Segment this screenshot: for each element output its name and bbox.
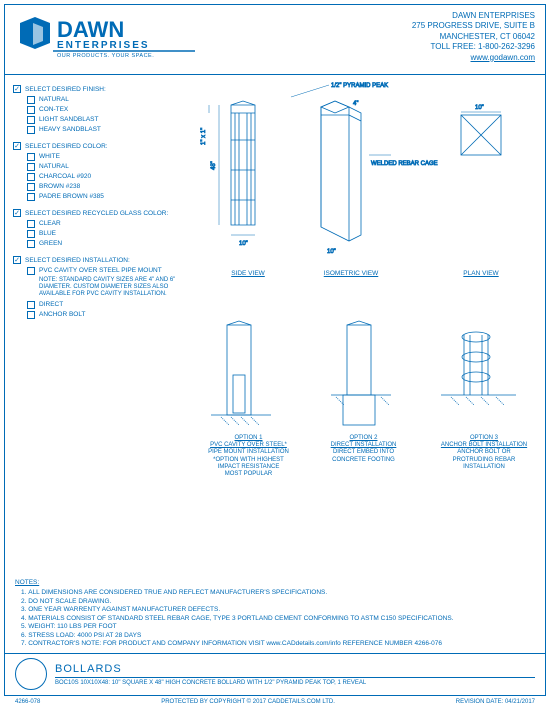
svg-text:10": 10" (327, 249, 336, 255)
notes-section: NOTES: ALL DIMENSIONS ARE CONSIDERED TRU… (5, 575, 545, 653)
checkbox-icon[interactable] (27, 173, 35, 181)
toll-free: TOLL FREE: 1-800-262-3296 (265, 42, 535, 52)
iso-view-label: ISOMETRIC VIEW (311, 270, 391, 277)
note-item: MATERIALS CONSIST OF STANDARD STEEL REBA… (21, 615, 535, 623)
checkbox-icon[interactable] (27, 96, 35, 104)
plan-view-label: PLAN VIEW (451, 270, 511, 277)
checkbox-icon[interactable] (27, 311, 35, 319)
option-label: BLUE (39, 230, 56, 237)
option-label: DIRECT (39, 301, 63, 308)
checkbox-icon[interactable] (27, 126, 35, 134)
logo-tag: OUR PRODUCTS. YOUR SPACE. (57, 53, 154, 59)
note-item: STRESS LOAD: 4000 PSI AT 28 DAYS (21, 632, 535, 640)
svg-text:10": 10" (239, 241, 248, 247)
note-item: DO NOT SCALE DRAWING. (21, 598, 535, 606)
finish-section: ✓SELECT DESIRED FINISH: NATURAL CON-TEX … (13, 85, 183, 134)
notes-title: NOTES: (15, 579, 535, 587)
svg-text:WELDED REBAR CAGE: WELDED REBAR CAGE (371, 161, 438, 167)
opt1-block: OPTION 1 PVC CAVITY OVER STEEL* PIPE MOU… (201, 435, 296, 478)
logo-main: DAWN (57, 17, 124, 42)
website-link[interactable]: www.godawn.com (471, 53, 535, 62)
checkbox-icon[interactable] (27, 163, 35, 171)
checkbox-icon[interactable]: ✓ (13, 85, 21, 93)
svg-text:10": 10" (475, 105, 484, 111)
option-label: CON-TEX (39, 106, 68, 113)
notes-list: ALL DIMENSIONS ARE CONSIDERED TRUE AND R… (15, 589, 535, 648)
logo-sub: ENTERPRISES (57, 40, 150, 51)
title-circle-icon (15, 658, 47, 690)
checkbox-icon[interactable] (27, 193, 35, 201)
checkbox-icon[interactable]: ✓ (13, 209, 21, 217)
section-title: SELECT DESIRED RECYCLED GLASS COLOR: (25, 210, 168, 217)
option-label: CHARCOAL #920 (39, 173, 91, 180)
option-label: PVC CAVITY OVER STEEL PIPE MOUNT (39, 267, 162, 274)
svg-text:48": 48" (211, 161, 217, 170)
option-note: NOTE: STANDARD CAVITY SIZES ARE 4" AND 6… (39, 277, 183, 299)
checkbox-icon[interactable] (27, 220, 35, 228)
glass-section: ✓ SELECT DESIRED RECYCLED GLASS COLOR: CL… (13, 209, 183, 248)
checkbox-icon[interactable] (27, 153, 35, 161)
svg-text:1" x 1": 1" x 1" (201, 128, 207, 145)
section-title: SELECT DESIRED INSTALLATION: (25, 257, 130, 264)
opt3-block: OPTION 3 ANCHOR BOLT INSTALLATION ANCHOR… (429, 435, 539, 471)
address-1: 275 PROGRESS DRIVE, SUITE B (265, 21, 535, 31)
section-title: SELECT DESIRED FINISH: (25, 86, 106, 93)
note-item: ALL DIMENSIONS ARE CONSIDERED TRUE AND R… (21, 589, 535, 597)
option-label: CLEAR (39, 220, 61, 227)
section-title: SELECT DESIRED COLOR: (25, 143, 108, 150)
option-label: NATURAL (39, 96, 69, 103)
install-section: ✓ SELECT DESIRED INSTALLATION: PVC CAVITY… (13, 256, 183, 319)
note-item: CONTRACTOR'S NOTE: FOR PRODUCT AND COMPA… (21, 640, 535, 648)
checkbox-icon[interactable]: ✓ (13, 142, 21, 150)
option-label: ANCHOR BOLT (39, 311, 85, 318)
title-sub: BOC10S 10X10X48: 10" SQUARE X 48" HIGH C… (55, 680, 535, 686)
checkbox-icon[interactable] (27, 301, 35, 309)
options-panel: ✓SELECT DESIRED FINISH: NATURAL CON-TEX … (5, 75, 191, 575)
company-name: DAWN ENTERPRISES (265, 11, 535, 21)
option-label: GREEN (39, 240, 62, 247)
checkbox-icon[interactable] (27, 267, 35, 275)
checkbox-icon[interactable] (27, 240, 35, 248)
footer: 4266-078 PROTECTED BY COPYRIGHT © 2017 C… (5, 695, 545, 709)
option-label: PADRE BROWN #385 (39, 193, 104, 200)
checkbox-icon[interactable] (27, 116, 35, 124)
drawings-panel: 48" 1" x 1" 10" 4" (191, 75, 545, 575)
opt2-block: OPTION 2 DIRECT INSTALLATION DIRECT EMBE… (316, 435, 411, 464)
checkbox-icon[interactable] (27, 183, 35, 191)
option-label: NATURAL (39, 163, 69, 170)
note-item: ONE YEAR WARRENTY AGAINST MANUFACTURER D… (21, 606, 535, 614)
page: DAWN ENTERPRISES OUR PRODUCTS. YOUR SPAC… (4, 4, 546, 696)
checkbox-icon[interactable] (27, 230, 35, 238)
note-item: WEIGHT: 110 LBS PER FOOT (21, 623, 535, 631)
color-section: ✓ SELECT DESIRED COLOR: WHITE NATURAL CHA… (13, 142, 183, 201)
side-view-label: SIDE VIEW (223, 270, 273, 277)
title-block: BOLLARDS BOC10S 10X10X48: 10" SQUARE X 4… (5, 653, 545, 695)
option-label: WHITE (39, 153, 60, 160)
main-content: ✓SELECT DESIRED FINISH: NATURAL CON-TEX … (5, 75, 545, 575)
option-label: BROWN #238 (39, 183, 80, 190)
technical-drawings: 48" 1" x 1" 10" 4" (191, 75, 545, 575)
contact-block: DAWN ENTERPRISES 275 PROGRESS DRIVE, SUI… (255, 5, 545, 74)
svg-text:4": 4" (353, 101, 358, 107)
option-label: LIGHT SANDBLAST (39, 116, 98, 123)
checkbox-icon[interactable]: ✓ (13, 256, 21, 264)
header: DAWN ENTERPRISES OUR PRODUCTS. YOUR SPAC… (5, 5, 545, 75)
svg-text:1/2" PYRAMID PEAK: 1/2" PYRAMID PEAK (331, 83, 388, 89)
option-label: HEAVY SANDBLAST (39, 126, 101, 133)
address-2: MANCHESTER, CT 06042 (265, 32, 535, 42)
checkbox-icon[interactable] (27, 106, 35, 114)
logo: DAWN ENTERPRISES OUR PRODUCTS. YOUR SPAC… (5, 5, 255, 74)
title-main: BOLLARDS (55, 663, 535, 678)
